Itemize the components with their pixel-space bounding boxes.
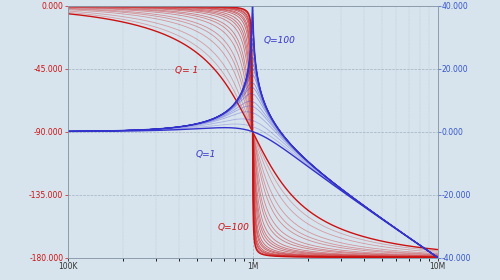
Text: Q=1: Q=1 [195, 150, 216, 159]
Text: Q= 1: Q= 1 [175, 66, 198, 75]
Text: Q=100: Q=100 [264, 36, 296, 45]
Text: Q=100: Q=100 [218, 223, 250, 232]
